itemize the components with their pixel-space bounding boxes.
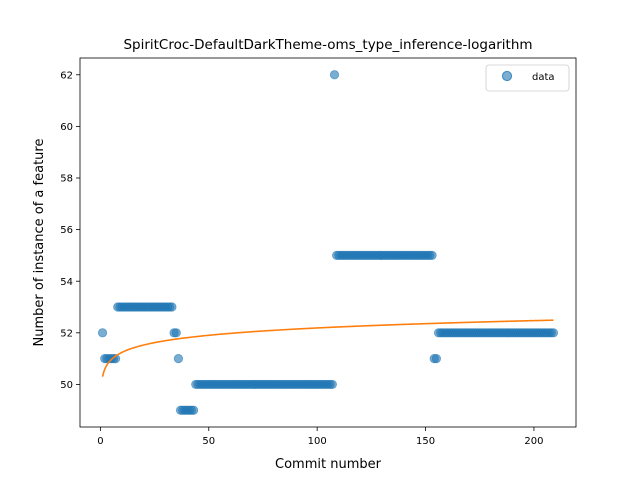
- x-tick-label: 100: [308, 436, 327, 447]
- plot-area: [80, 58, 576, 427]
- y-tick-label: 56: [60, 225, 73, 236]
- data-point: [173, 354, 184, 364]
- data-point: [548, 328, 559, 338]
- data-point: [427, 250, 437, 261]
- y-tick-label: 50: [60, 380, 73, 391]
- data-point: [327, 379, 337, 390]
- y-tick-label: 60: [60, 122, 73, 133]
- legend-box: [485, 64, 570, 92]
- data-point: [97, 328, 108, 338]
- data-point: [188, 405, 199, 415]
- x-tick-label: 50: [202, 436, 215, 447]
- y-tick-label: 62: [60, 70, 73, 81]
- chart-title: SpiritCroc-DefaultDarkTheme-oms_type_inf…: [123, 37, 532, 53]
- scatter-points: [97, 70, 559, 415]
- x-axis-ticks: 0 50 100 150 200: [97, 427, 543, 447]
- x-axis-label: Commit number: [275, 457, 382, 472]
- y-tick-label: 52: [60, 328, 73, 339]
- fit-line: [101, 319, 554, 377]
- y-tick-label: 58: [60, 174, 73, 185]
- data-point: [431, 354, 441, 364]
- fit-curve: [101, 319, 554, 377]
- data-point: [171, 328, 181, 338]
- y-tick-label: 54: [60, 277, 73, 288]
- legend-marker: [501, 70, 513, 82]
- data-point: [167, 302, 177, 312]
- legend-entry-data: data: [532, 72, 555, 83]
- legend: data: [485, 64, 570, 92]
- y-axis-label: Number of instance of a feature: [32, 139, 47, 347]
- x-tick-label: 150: [416, 436, 435, 447]
- plot-border: [79, 57, 577, 428]
- x-tick-label: 200: [524, 436, 543, 447]
- x-tick-label: 0: [97, 436, 103, 447]
- y-axis-ticks: 50 52 54 56 58 60 62: [60, 70, 80, 391]
- data-point: [329, 70, 340, 80]
